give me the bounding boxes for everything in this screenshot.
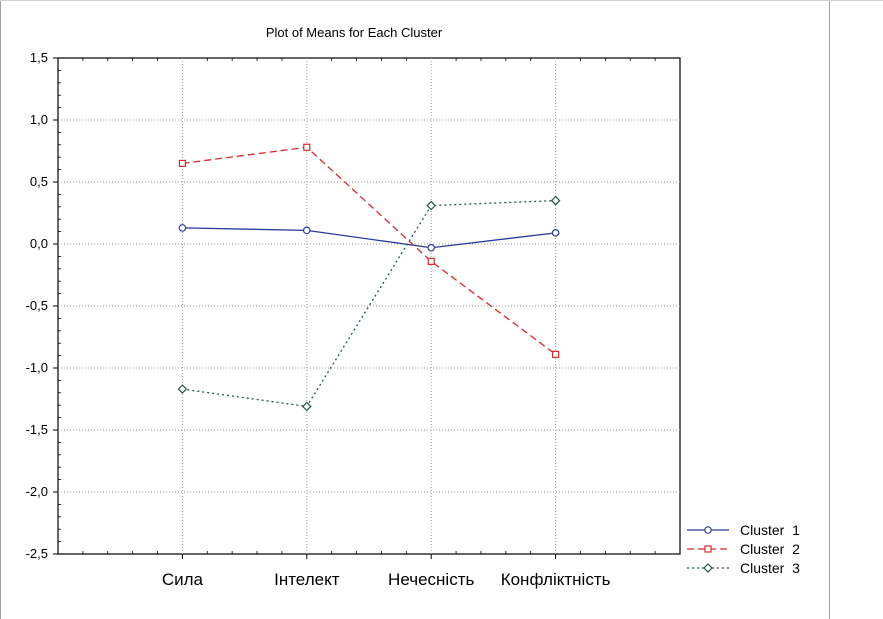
data-point	[303, 143, 311, 151]
plot-area	[57, 57, 681, 555]
legend-marker	[704, 545, 712, 553]
data-point	[551, 229, 560, 237]
series-1	[178, 224, 560, 252]
legend-label: Cluster 3	[740, 560, 800, 576]
data-point	[178, 159, 186, 167]
chart-title: Plot of Means for Each Cluster	[266, 25, 443, 40]
axis-ticks	[53, 57, 656, 559]
data-point	[550, 195, 561, 206]
x-tick-label: Сила	[162, 570, 204, 589]
legend-marker	[704, 526, 712, 534]
data-point	[301, 401, 312, 412]
x-tick-labels: Сила Інтелект Нечесність Конфліктність	[162, 570, 611, 589]
y-tick-label: 0,5	[30, 174, 48, 189]
legend: Cluster 1 Cluster 2 Cluster 3	[687, 522, 800, 576]
x-tick-label: Конфліктність	[501, 570, 611, 589]
legend-marker	[703, 563, 713, 573]
legend-entry: Cluster 3	[687, 560, 800, 576]
series-lines	[177, 143, 561, 412]
y-tick-label: 1,5	[30, 50, 48, 65]
y-tick-label: 0,0	[30, 236, 48, 251]
x-tick-label: Інтелект	[274, 570, 340, 589]
legend-label: Cluster 2	[740, 541, 800, 557]
y-tick-label: -2,5	[26, 546, 48, 561]
data-point	[427, 257, 435, 265]
legend-entry: Cluster 1	[687, 522, 800, 538]
data-point	[178, 224, 187, 232]
data-point	[426, 200, 437, 211]
y-tick-labels: 1,5 1,0 0,5 0,0 -0,5 -1,0 -1,5 -2,0 -2,5	[26, 50, 48, 561]
y-tick-label: -1,5	[26, 422, 48, 437]
data-point	[177, 384, 188, 394]
y-tick-label: -1,0	[26, 360, 48, 375]
data-point	[302, 226, 311, 235]
series-line	[182, 146, 556, 355]
data-point	[551, 350, 560, 358]
data-point	[427, 243, 436, 252]
series-2	[178, 143, 560, 358]
x-tick-label: Нечесність	[388, 570, 474, 589]
series-line	[182, 227, 556, 249]
y-tick-label: -0,5	[26, 298, 48, 313]
series-3	[177, 195, 561, 412]
legend-entry: Cluster 2	[687, 541, 800, 557]
legend-label: Cluster 1	[740, 522, 800, 538]
y-tick-label: -2,0	[26, 484, 48, 499]
y-tick-label: 1,0	[30, 112, 48, 127]
